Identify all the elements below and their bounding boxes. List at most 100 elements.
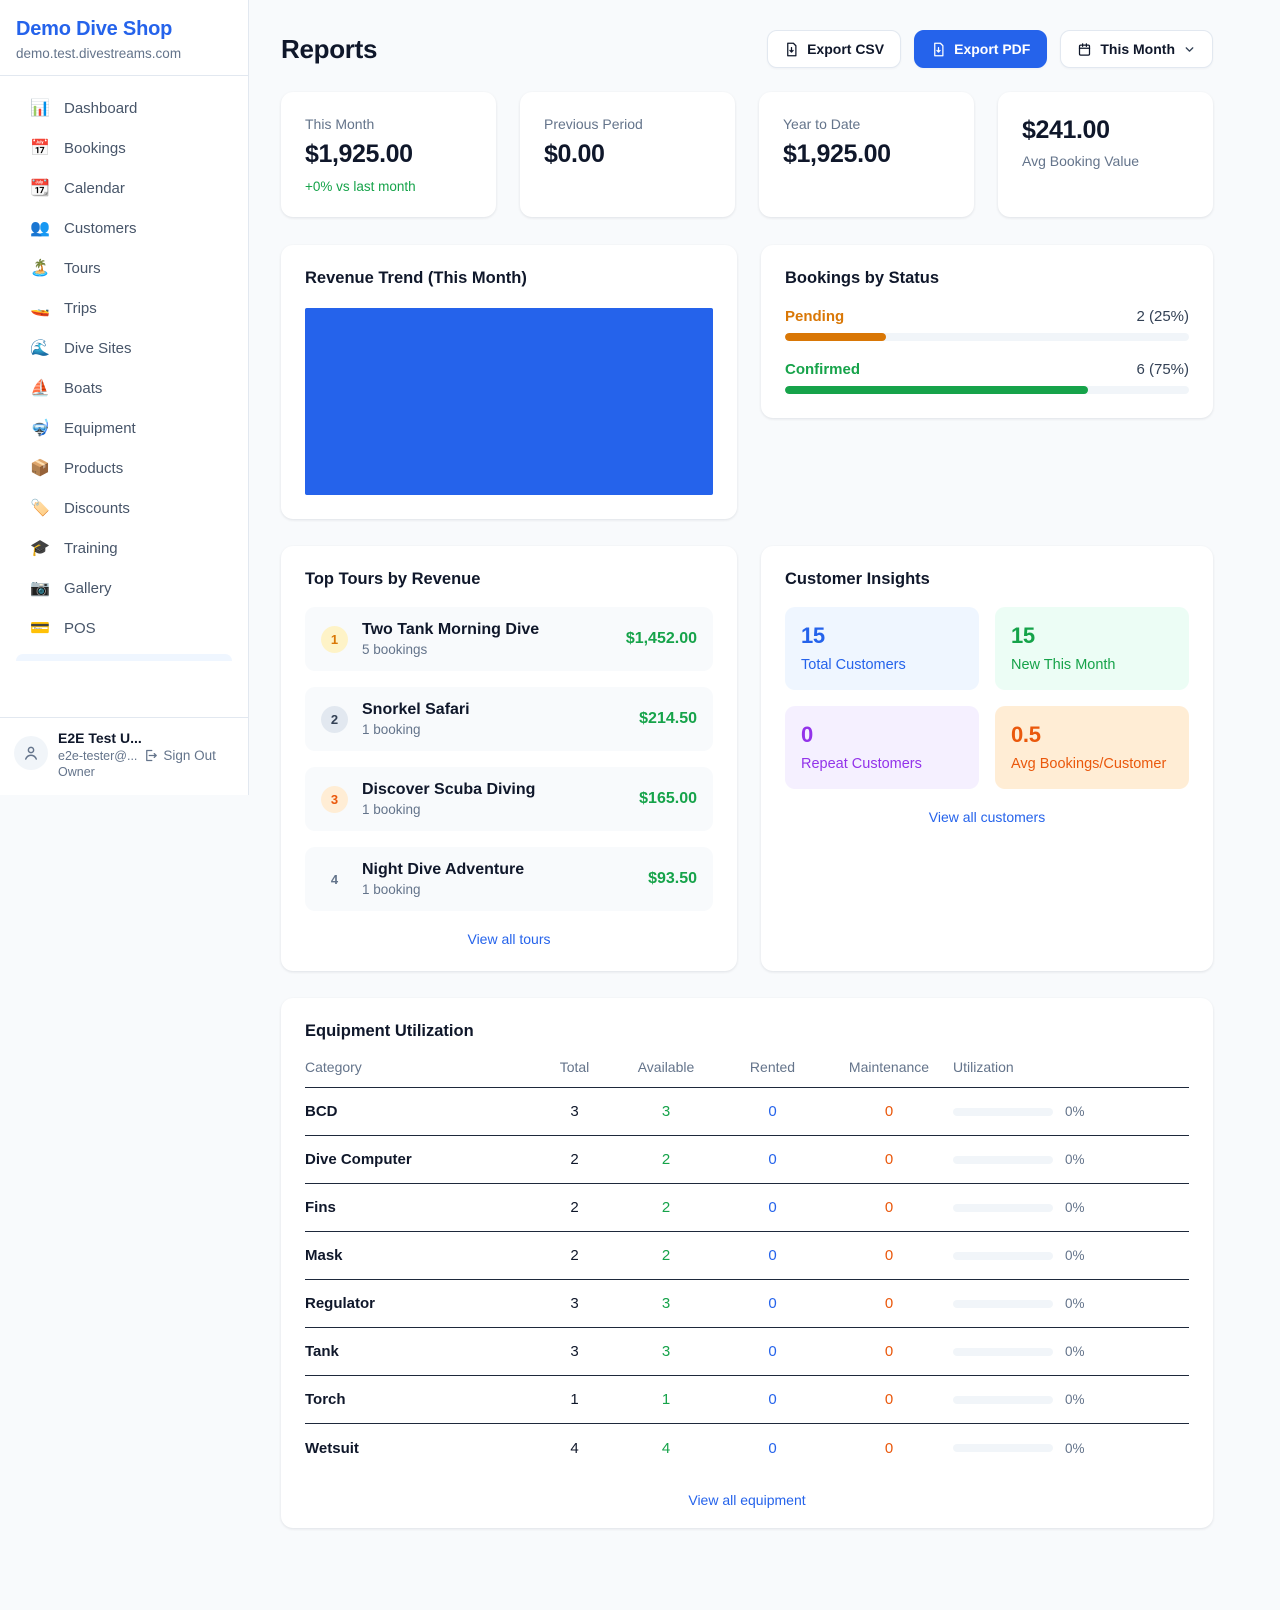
column-header-rented: Rented [749, 1059, 796, 1075]
stat-label: Previous Period [544, 116, 643, 132]
cell-available: 2 [661, 1247, 671, 1264]
cell-available: 3 [661, 1343, 671, 1360]
export-csv-label: Export CSV [807, 41, 885, 57]
cell-rented: 0 [768, 1343, 777, 1360]
table-row: Regulator 3 3 0 0 0% [305, 1280, 1189, 1328]
stat-label: Year to Date [783, 116, 861, 132]
sidebar-item-training[interactable]: 🎓 Training [16, 528, 232, 568]
cell-category: Mask [305, 1247, 343, 1264]
utilization-bar-track [953, 1395, 1053, 1404]
insight-tile-avg-bookings: 0.5 Avg Bookings/Customer [995, 706, 1189, 789]
insight-label: Total Customers [801, 657, 906, 673]
cell-available: 2 [661, 1199, 671, 1216]
view-all-tours-link[interactable]: View all tours [467, 931, 551, 947]
cell-category: Wetsuit [305, 1439, 359, 1457]
sidebar-item-boats[interactable]: ⛵ Boats [16, 368, 232, 408]
sidebar-item-equipment[interactable]: 🤿 Equipment [16, 408, 232, 448]
stat-value: $1,925.00 [783, 140, 891, 168]
tour-revenue: $214.50 [639, 710, 697, 727]
export-pdf-button[interactable]: Export PDF [914, 30, 1048, 68]
tour-bookings: 1 booking [362, 802, 421, 817]
utilization-bar-track [953, 1203, 1053, 1212]
cell-maintenance: 0 [884, 1391, 894, 1408]
tour-bookings: 1 booking [362, 722, 421, 737]
cell-available: 2 [661, 1151, 671, 1168]
equipment-utilization-card: Equipment Utilization Category Total Ava… [281, 998, 1213, 1528]
cell-maintenance: 0 [884, 1247, 894, 1264]
utilization-percent: 0% [1065, 1392, 1085, 1407]
cell-total: 4 [570, 1439, 579, 1457]
file-download-icon [931, 42, 946, 57]
view-all-equipment-link[interactable]: View all equipment [688, 1492, 806, 1508]
stat-label: Avg Booking Value [1022, 153, 1140, 169]
status-label: Confirmed [785, 361, 860, 378]
sidebar-item-dive-sites[interactable]: 🌊 Dive Sites [16, 328, 232, 368]
status-value: 6 (75%) [1136, 361, 1189, 378]
column-header-available: Available [637, 1059, 695, 1075]
sidebar-item-label: Customers [64, 219, 137, 237]
cell-total: 3 [570, 1103, 579, 1120]
sidebar-item-bookings[interactable]: 📅 Bookings [16, 128, 232, 168]
table-row: Mask 2 2 0 0 0% [305, 1232, 1189, 1280]
sidebar-item-products[interactable]: 📦 Products [16, 448, 232, 488]
sidebar-item-label: Training [64, 539, 118, 557]
sidebar-item-gallery[interactable]: 📷 Gallery [16, 568, 232, 608]
cell-total: 1 [570, 1391, 579, 1408]
insight-value: 0 [801, 722, 813, 747]
cell-available: 4 [661, 1439, 671, 1457]
user-role: Owner [58, 765, 95, 779]
table-row: Wetsuit 4 4 0 0 0% [305, 1424, 1189, 1472]
progress-fill-confirmed [785, 386, 1088, 394]
sidebar-item-discounts[interactable]: 🏷️ Discounts [16, 488, 232, 528]
cell-maintenance: 0 [884, 1295, 894, 1312]
insight-tile-total-customers: 15 Total Customers [785, 607, 979, 690]
rank-badge: 2 [321, 705, 348, 733]
user-footer: E2E Test U... e2e-tester@... Sign Out Ow… [0, 717, 248, 795]
sidebar-item-pos[interactable]: 💳 POS [16, 608, 232, 648]
tour-bookings: 1 booking [362, 882, 421, 897]
stat-card-year-to-date: Year to Date $1,925.00 [759, 92, 974, 217]
sidebar-item-label: Bookings [64, 139, 126, 157]
rank-badge: 4 [330, 871, 339, 887]
sidebar-item-label: Gallery [64, 579, 112, 597]
export-csv-button[interactable]: Export CSV [767, 30, 902, 68]
utilization-percent: 0% [1065, 1440, 1085, 1456]
cell-maintenance: 0 [884, 1151, 894, 1168]
sidebar-item-reports-active[interactable] [16, 654, 232, 661]
sidebar-item-label: Discounts [64, 499, 130, 517]
sign-out-button[interactable]: Sign Out [143, 748, 216, 763]
user-email: e2e-tester@... [58, 748, 138, 763]
sidebar-item-label: Boats [64, 379, 103, 397]
view-all-customers-link[interactable]: View all customers [928, 809, 1046, 825]
file-download-icon [784, 42, 799, 57]
period-dropdown[interactable]: This Month [1060, 30, 1213, 68]
cell-total: 3 [570, 1343, 579, 1360]
cell-category: BCD [305, 1103, 338, 1120]
cell-utilization: 0% [953, 1200, 1189, 1215]
sidebar-item-label: Dive Sites [64, 339, 132, 357]
sidebar-nav: 📊 Dashboard 📅 Bookings 📆 Calendar 👥 Cust… [0, 76, 248, 717]
sidebar-item-customers[interactable]: 👥 Customers [16, 208, 232, 248]
cell-rented: 0 [768, 1439, 777, 1457]
customer-insights-card: Customer Insights 15 Total Customers 15 … [761, 546, 1213, 971]
insight-label: Avg Bookings/Customer [1011, 756, 1167, 772]
utilization-percent: 0% [1065, 1104, 1085, 1119]
sailboat-icon: ⛵ [30, 380, 50, 397]
bookings-calendar-icon: 📅 [30, 140, 50, 157]
graduation-cap-icon: 🎓 [30, 540, 50, 557]
stat-value: $241.00 [1022, 116, 1110, 144]
sidebar-item-trips[interactable]: 🚤 Trips [16, 288, 232, 328]
cell-available: 3 [661, 1295, 671, 1312]
stat-card-this-month: This Month $1,925.00 +0% vs last month [281, 92, 496, 217]
sidebar-item-label: Equipment [64, 419, 136, 437]
utilization-percent: 0% [1065, 1248, 1085, 1263]
cell-total: 3 [570, 1295, 579, 1312]
cell-utilization: 0% [953, 1296, 1189, 1311]
sidebar-item-tours[interactable]: 🏝️ Tours [16, 248, 232, 288]
insight-value: 0.5 [1011, 722, 1041, 747]
sidebar-item-calendar[interactable]: 📆 Calendar [16, 168, 232, 208]
sidebar-item-dashboard[interactable]: 📊 Dashboard [16, 88, 232, 128]
cell-rented: 0 [768, 1199, 777, 1216]
top-tours-card: Top Tours by Revenue 1 Two Tank Morning … [281, 546, 737, 971]
cell-maintenance: 0 [884, 1439, 894, 1457]
